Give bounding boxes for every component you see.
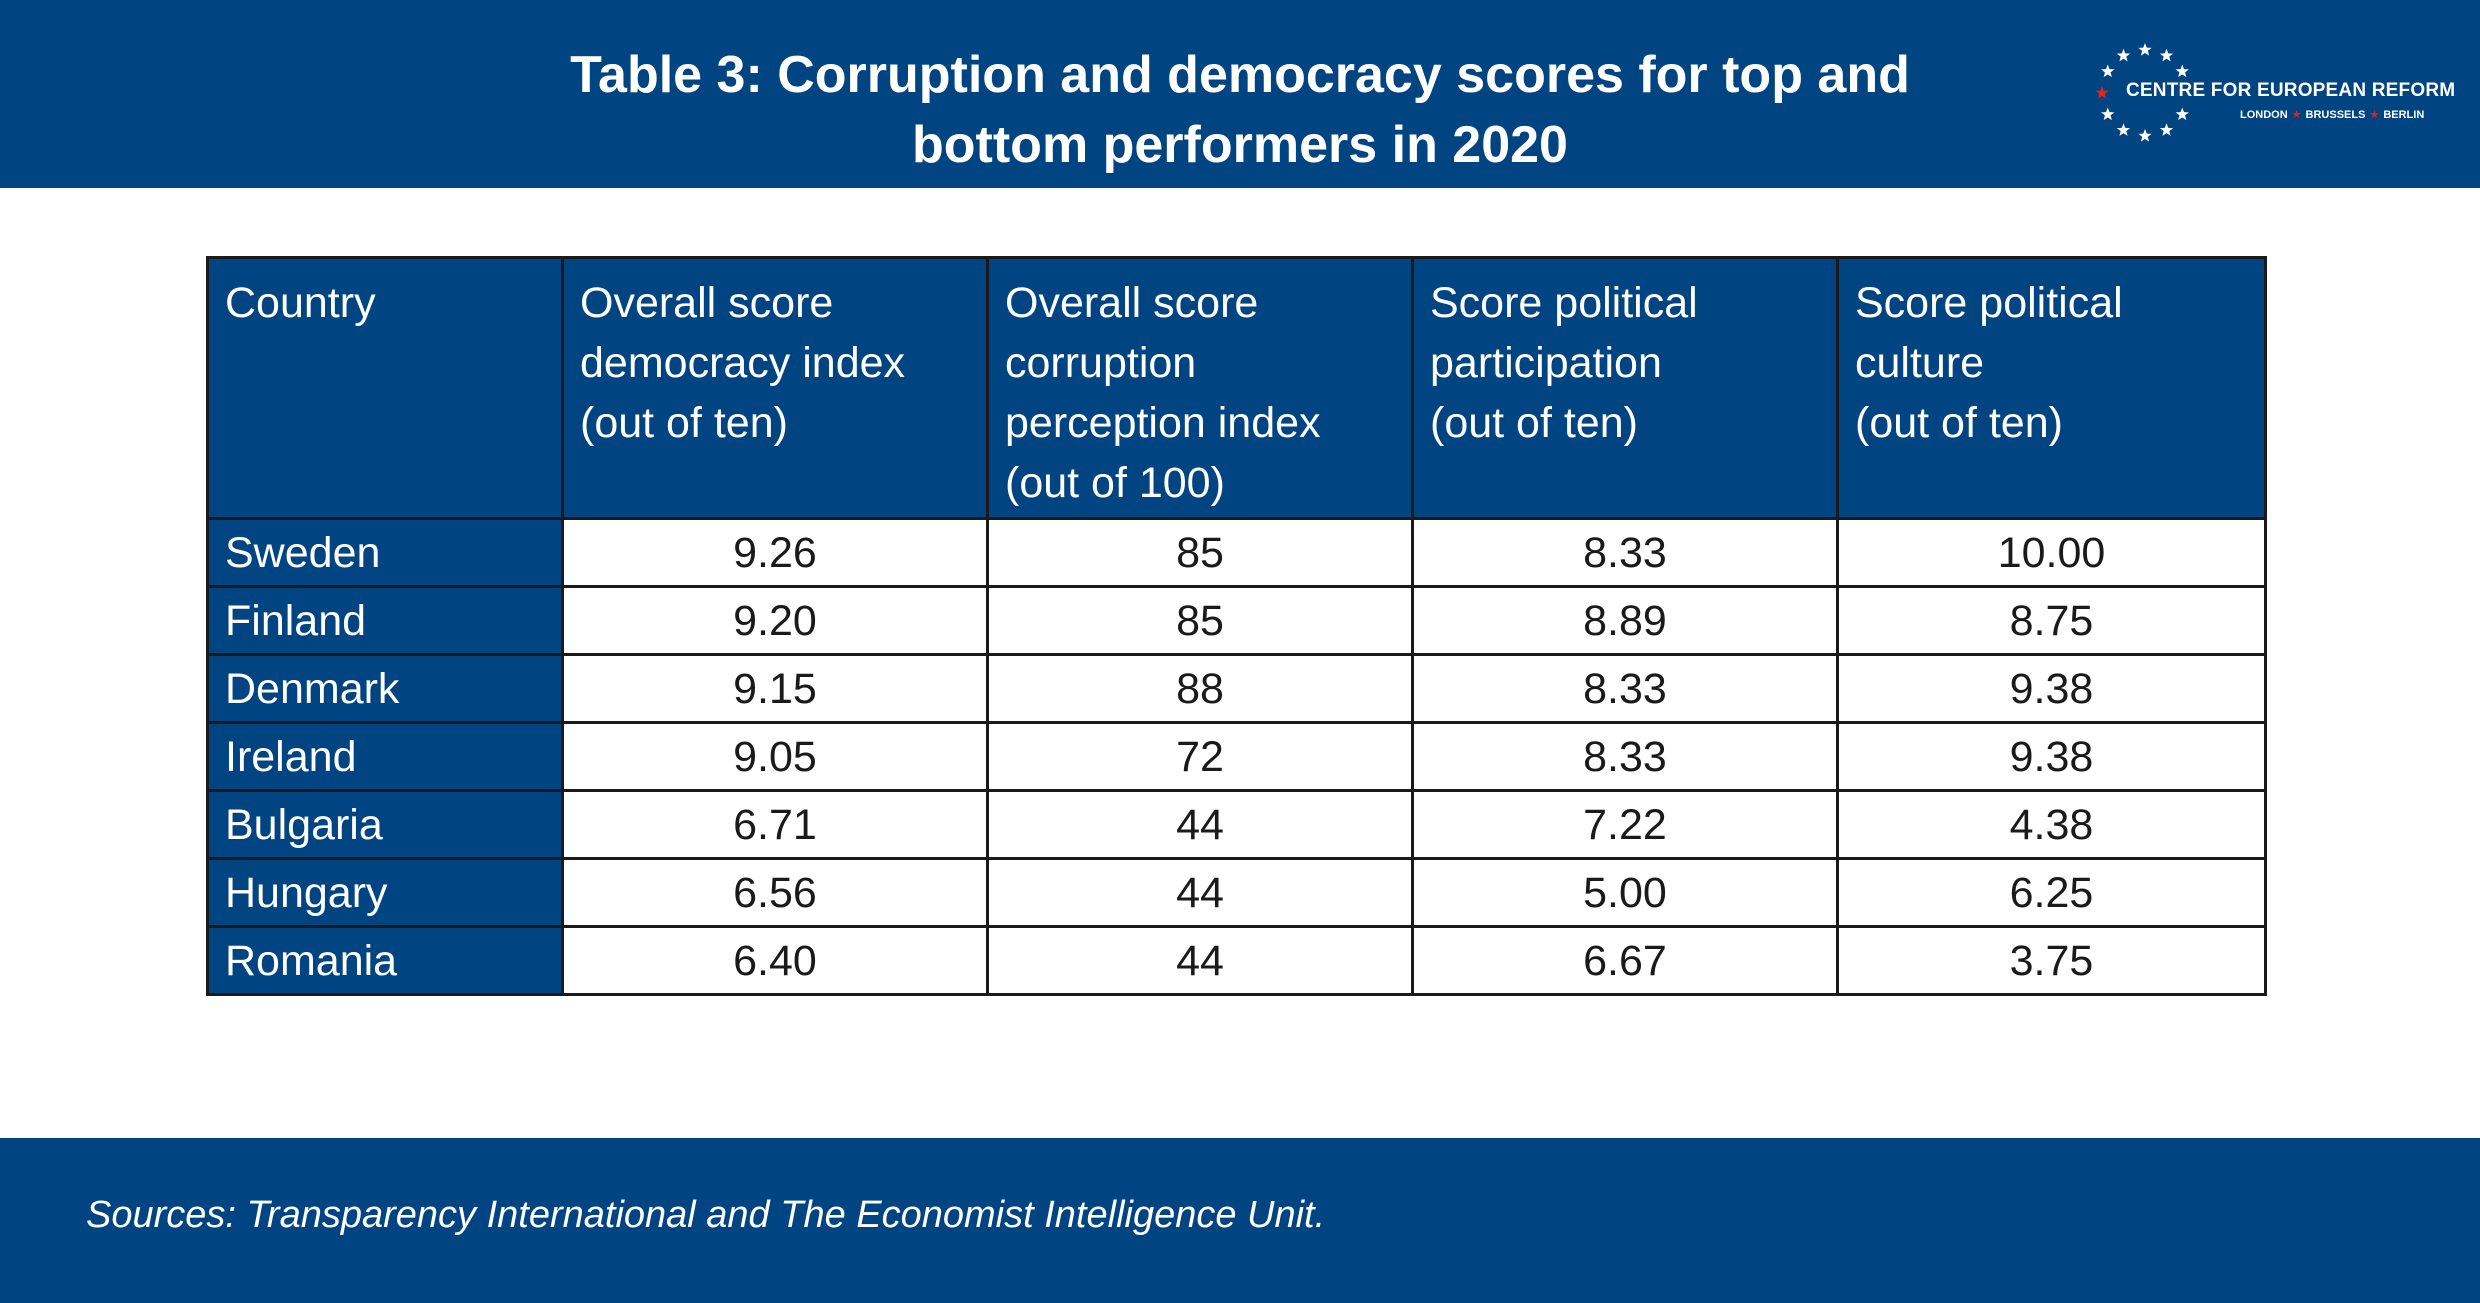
column-header-line: Score political: [1855, 279, 2123, 327]
logo-city-berlin: BERLIN: [2383, 109, 2425, 121]
column-header-2: Overall score corruption perception index (…: [986, 256, 1414, 520]
table-body: Sweden 9.26 85 8.33 10.00 Finland 9.20 85 8.89 8.…: [206, 517, 2267, 996]
country-cell: Denmark: [206, 653, 564, 724]
score-cell: 9.38: [1836, 653, 2267, 724]
white-star-icon: [2116, 48, 2131, 62]
white-star-icon: [2159, 48, 2174, 62]
table-row: Romania 6.40 44 6.67 3.75: [206, 925, 2267, 996]
column-header-line: Overall score: [580, 279, 834, 327]
score-cell: 44: [986, 857, 1414, 928]
score-cell: 85: [986, 585, 1414, 656]
white-star-icon: [2116, 123, 2131, 136]
white-star-icon: [2101, 107, 2115, 121]
table-title: Table 3: Corruption and democracy scores…: [420, 40, 2060, 180]
red-star-icon: ★: [2369, 109, 2380, 121]
score-cell: 6.25: [1836, 857, 2267, 928]
score-cell: 6.40: [561, 925, 989, 996]
column-header-line: (out of ten): [1855, 399, 2063, 447]
column-header-line: (out of ten): [580, 399, 788, 447]
table-row: Finland 9.20 85 8.89 8.75: [206, 585, 2267, 656]
column-header-line: participation: [1430, 339, 1662, 387]
white-star-icon: [2138, 43, 2152, 56]
white-star-icon: [2138, 129, 2152, 142]
country-cell: Hungary: [206, 857, 564, 928]
title-line-2: bottom performers in 2020: [912, 116, 1568, 174]
table-row: Hungary 6.56 44 5.00 6.25: [206, 857, 2267, 928]
column-header-line: corruption: [1005, 339, 1197, 387]
table-row: Ireland 9.05 72 8.33 9.38: [206, 721, 2267, 792]
score-cell: 88: [986, 653, 1414, 724]
score-cell: 8.33: [1411, 721, 1839, 792]
white-star-icon: [2175, 64, 2189, 78]
logo-cities: LONDON ★ BRUSSELS ★ BERLIN: [2240, 108, 2424, 121]
table-header-row: Country Overall score democracy index (out …: [206, 256, 2267, 520]
score-cell: 85: [986, 517, 1414, 588]
country-cell: Finland: [206, 585, 564, 656]
column-header-line: Overall score: [1005, 279, 1259, 327]
logo-city-london: LONDON: [2240, 109, 2288, 121]
score-cell: 3.75: [1836, 925, 2267, 996]
score-cell: 9.15: [561, 653, 989, 724]
score-cell: 9.38: [1836, 721, 2267, 792]
white-star-icon: [2175, 107, 2189, 121]
score-cell: 6.67: [1411, 925, 1839, 996]
header-banner: Table 3: Corruption and democracy scores…: [0, 0, 2480, 188]
country-cell: Ireland: [206, 721, 564, 792]
column-header-0: Country: [206, 256, 564, 520]
data-table: Country Overall score democracy index (out …: [206, 256, 2267, 996]
white-star-icon: [2159, 123, 2174, 136]
footer-banner: Sources: Transparency International and …: [0, 1138, 2480, 1303]
country-cell: Bulgaria: [206, 789, 564, 860]
score-cell: 4.38: [1836, 789, 2267, 860]
score-cell: 8.33: [1411, 653, 1839, 724]
country-cell: Sweden: [206, 517, 564, 588]
data-table-wrap: Country Overall score democracy index (out …: [206, 256, 2267, 996]
column-header-1: Overall score democracy index (out of ten): [561, 256, 989, 520]
logo-name: CENTRE FOR EUROPEAN REFORM: [2126, 80, 2456, 101]
source-note: Sources: Transparency International and …: [86, 1194, 1326, 1236]
column-header-3: Score political participation (out of ten): [1411, 256, 1839, 520]
score-cell: 44: [986, 789, 1414, 860]
score-cell: 9.26: [561, 517, 989, 588]
score-cell: 5.00: [1411, 857, 1839, 928]
title-line-1: Table 3: Corruption and democracy scores…: [570, 46, 1910, 104]
score-cell: 72: [986, 721, 1414, 792]
score-cell: 6.56: [561, 857, 989, 928]
cer-logo: CENTRE FOR EUROPEAN REFORM LONDON ★ BRUSSE…: [2090, 38, 2460, 148]
star-ring-icon: [2095, 43, 2189, 142]
column-header-4: Score political culture (out of ten): [1836, 256, 2267, 520]
score-cell: 7.22: [1411, 789, 1839, 860]
column-header-line: perception index: [1005, 399, 1321, 447]
table-row: Bulgaria 6.71 44 7.22 4.38: [206, 789, 2267, 860]
score-cell: 6.71: [561, 789, 989, 860]
red-star-icon: ★: [2291, 109, 2302, 121]
score-cell: 44: [986, 925, 1414, 996]
column-header-line: Score political: [1430, 279, 1698, 327]
table-row: Denmark 9.15 88 8.33 9.38: [206, 653, 2267, 724]
logo-city-brussels: BRUSSELS: [2305, 109, 2366, 121]
white-star-icon: [2101, 64, 2115, 78]
score-cell: 8.75: [1836, 585, 2267, 656]
table-row: Sweden 9.26 85 8.33 10.00: [206, 517, 2267, 588]
score-cell: 8.33: [1411, 517, 1839, 588]
score-cell: 9.05: [561, 721, 989, 792]
score-cell: 8.89: [1411, 585, 1839, 656]
country-cell: Romania: [206, 925, 564, 996]
score-cell: 10.00: [1836, 517, 2267, 588]
column-header-line: democracy index: [580, 339, 906, 387]
red-star-icon: [2095, 86, 2109, 99]
column-header-line: (out of ten): [1430, 399, 1638, 447]
column-header-line: Country: [225, 279, 376, 327]
column-header-line: (out of 100): [1005, 459, 1225, 507]
score-cell: 9.20: [561, 585, 989, 656]
column-header-line: culture: [1855, 339, 1985, 387]
